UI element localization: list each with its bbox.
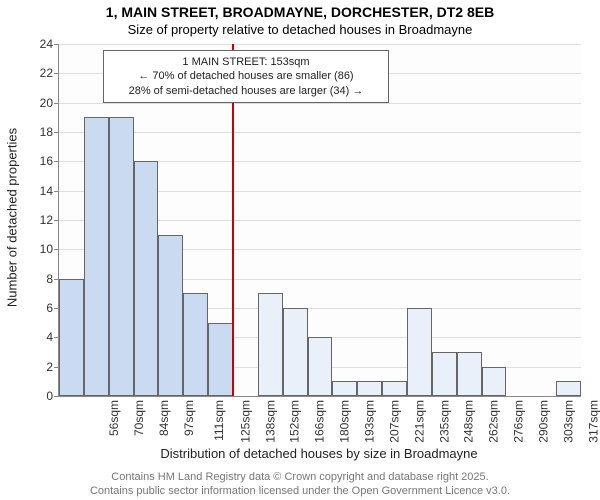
- x-tick-label: 111sqm: [212, 400, 226, 441]
- x-tick-label: 276sqm: [512, 400, 526, 443]
- histogram-bar: [59, 279, 84, 396]
- histogram-bar: [357, 381, 382, 396]
- histogram-bar: [158, 235, 183, 396]
- y-tick-mark: [54, 161, 59, 162]
- y-tick-label: 4: [46, 330, 53, 344]
- y-axis-label: Number of detached properties: [5, 42, 20, 394]
- y-tick-label: 6: [46, 301, 53, 315]
- y-tick-label: 8: [46, 272, 53, 286]
- y-tick-mark: [54, 396, 59, 397]
- gridline: [59, 132, 581, 133]
- histogram-bar: [332, 381, 357, 396]
- x-axis-label: Distribution of detached houses by size …: [58, 446, 580, 461]
- x-tick-label: 56sqm: [107, 400, 121, 436]
- x-tick-label: 125sqm: [238, 400, 252, 443]
- y-tick-label: 10: [40, 242, 53, 256]
- histogram-bar: [134, 161, 159, 396]
- y-tick-label: 12: [40, 213, 53, 227]
- y-tick-mark: [54, 249, 59, 250]
- x-tick-label: 180sqm: [338, 400, 352, 443]
- x-tick-label: 248sqm: [462, 400, 476, 443]
- x-tick-label: 166sqm: [313, 400, 327, 443]
- histogram-bar: [283, 308, 308, 396]
- y-tick-label: 24: [40, 37, 53, 51]
- histogram-bar: [84, 117, 109, 396]
- footer-line: Contains public sector information licen…: [0, 484, 600, 498]
- x-tick-label: 235sqm: [437, 400, 451, 443]
- x-tick-label: 317sqm: [586, 400, 600, 443]
- y-tick-label: 2: [46, 360, 53, 374]
- x-tick-label: 221sqm: [412, 400, 426, 443]
- y-tick-mark: [54, 220, 59, 221]
- y-tick-label: 18: [40, 125, 53, 139]
- x-tick-label: 290sqm: [537, 400, 551, 443]
- chart-title: 1, MAIN STREET, BROADMAYNE, DORCHESTER, …: [0, 4, 600, 20]
- attribution-footer: Contains HM Land Registry data © Crown c…: [0, 470, 600, 499]
- y-tick-label: 22: [40, 66, 53, 80]
- annotation-line: 1 MAIN STREET: 153sqm: [112, 55, 380, 69]
- histogram-bar: [432, 352, 457, 396]
- histogram-bar: [407, 308, 432, 396]
- x-tick-label: 138sqm: [263, 400, 277, 443]
- y-tick-label: 14: [40, 184, 53, 198]
- histogram-bar: [556, 381, 581, 396]
- x-tick-label: 262sqm: [487, 400, 501, 443]
- x-tick-label: 70sqm: [132, 400, 146, 436]
- annotation-box: 1 MAIN STREET: 153sqm← 70% of detached h…: [103, 50, 389, 103]
- annotation-line: 28% of semi-detached houses are larger (…: [112, 84, 380, 98]
- histogram-bar: [258, 293, 283, 396]
- histogram-bar: [183, 293, 208, 396]
- y-tick-mark: [54, 191, 59, 192]
- x-tick-label: 97sqm: [182, 400, 196, 436]
- annotation-line: ← 70% of detached houses are smaller (86…: [112, 69, 380, 83]
- gridline: [59, 44, 581, 45]
- footer-line: Contains HM Land Registry data © Crown c…: [0, 470, 600, 484]
- y-tick-mark: [54, 73, 59, 74]
- chart-subtitle: Size of property relative to detached ho…: [0, 22, 600, 37]
- plot-area: 02468101214161820222456sqm70sqm84sqm97sq…: [58, 44, 581, 397]
- histogram-bar: [457, 352, 482, 396]
- x-tick-label: 152sqm: [288, 400, 302, 443]
- x-tick-label: 303sqm: [562, 400, 576, 443]
- histogram-chart: 1, MAIN STREET, BROADMAYNE, DORCHESTER, …: [0, 0, 600, 500]
- histogram-bar: [308, 337, 333, 396]
- histogram-bar: [482, 367, 507, 396]
- histogram-bar: [208, 323, 233, 396]
- y-tick-mark: [54, 132, 59, 133]
- histogram-bar: [382, 381, 407, 396]
- y-tick-label: 0: [46, 389, 53, 403]
- x-tick-label: 207sqm: [388, 400, 402, 443]
- y-tick-mark: [54, 103, 59, 104]
- histogram-bar: [109, 117, 134, 396]
- y-tick-label: 20: [40, 96, 53, 110]
- y-tick-label: 16: [40, 154, 53, 168]
- y-tick-mark: [54, 44, 59, 45]
- x-tick-label: 193sqm: [363, 400, 377, 443]
- x-tick-label: 84sqm: [157, 400, 171, 436]
